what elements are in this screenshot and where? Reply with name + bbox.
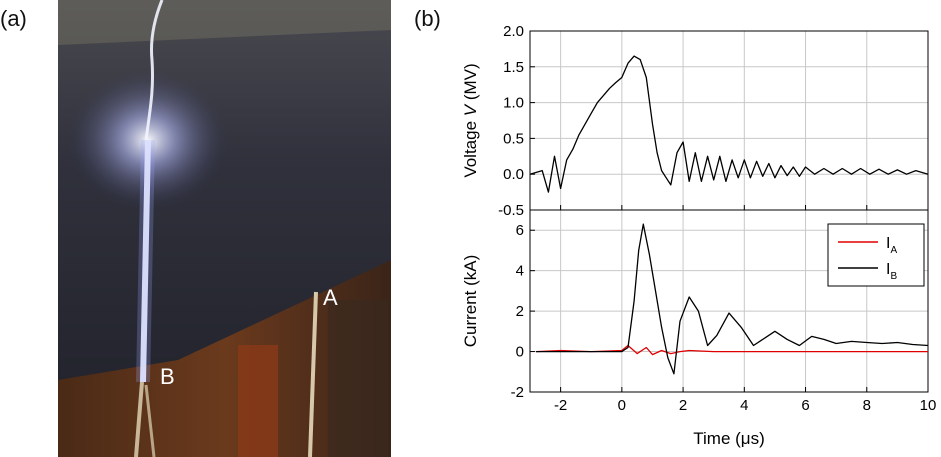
- current-axis-label: Current (kA): [461, 255, 480, 348]
- x-tick-label: 4: [740, 397, 748, 414]
- panel-label-b: (b): [414, 6, 441, 31]
- y-tick-label: 0.0: [503, 166, 524, 183]
- voltage-axis-label: Voltage V (MV): [461, 63, 480, 177]
- y-tick-label: 4: [516, 263, 524, 280]
- series-line-1: [536, 223, 929, 375]
- photo-ceiling-band: [58, 0, 391, 45]
- y-tick-label: 6: [516, 222, 524, 239]
- photo-label-a: A: [323, 285, 338, 310]
- legend-label-sub: A: [890, 245, 897, 256]
- photo-arc-upper: [144, 0, 164, 141]
- y-tick-label: 1.5: [503, 59, 524, 76]
- voltage-label-suffix: (MV): [461, 63, 480, 105]
- photo-label-b: B: [160, 364, 175, 389]
- photo-wall-panel-2: [328, 300, 388, 457]
- y-tick-label: -2: [511, 384, 524, 401]
- series-line-0: [529, 55, 929, 193]
- voltage-chart: -0.5 0.0 0.5 1.0 1.5 2.0 Voltage V (MV): [461, 23, 929, 219]
- y-tick-label: 2.0: [503, 23, 524, 40]
- y-tick-label: 0: [516, 344, 524, 361]
- y-tick-label: 1.0: [503, 95, 524, 112]
- voltage-label-prefix: Voltage: [461, 116, 480, 177]
- legend-label-main: I: [886, 235, 890, 252]
- y-tick-label: 0.5: [503, 130, 524, 147]
- x-tick-label: 0: [618, 397, 626, 414]
- plots-svg: -0.5 0.0 0.5 1.0 1.5 2.0 Voltage V (MV) -2 0 2 4 6…: [461, 23, 937, 448]
- photo-arc-column: [140, 139, 151, 383]
- time-axis-label: Time (μs): [693, 429, 765, 448]
- legend-label-1: IB: [886, 261, 897, 282]
- plot-frame: [529, 30, 929, 211]
- time-label-suffix: ): [759, 429, 765, 448]
- photo-rod-b-2: [144, 384, 156, 457]
- voltage-label-var: V: [461, 103, 480, 116]
- x-tick-label: 8: [863, 397, 871, 414]
- lightning-photo: A B: [58, 0, 391, 457]
- series-line-0: [536, 344, 928, 356]
- legend-box: [827, 223, 925, 287]
- photo-arc-halo: [136, 139, 155, 383]
- plot-frame: [529, 209, 929, 393]
- y-tick-label: 2: [516, 303, 524, 320]
- x-tick-label: 6: [801, 397, 809, 414]
- time-label-prefix: Time (: [693, 429, 741, 448]
- legend-label-sub: B: [890, 271, 897, 282]
- x-tick-label: -2: [554, 397, 567, 414]
- y-tick-label: -0.5: [498, 202, 524, 219]
- x-tick-label: 2: [679, 397, 687, 414]
- x-tick-label: 10: [920, 397, 937, 414]
- legend-label-0: IA: [886, 235, 897, 256]
- time-label-unit: μs: [741, 429, 759, 448]
- legend-label-main: I: [886, 261, 890, 278]
- panel-label-a: (a): [0, 6, 27, 31]
- photo-rod-b: [134, 381, 144, 457]
- photo-rod-a: [308, 291, 318, 457]
- photo-wall-panel: [238, 345, 278, 457]
